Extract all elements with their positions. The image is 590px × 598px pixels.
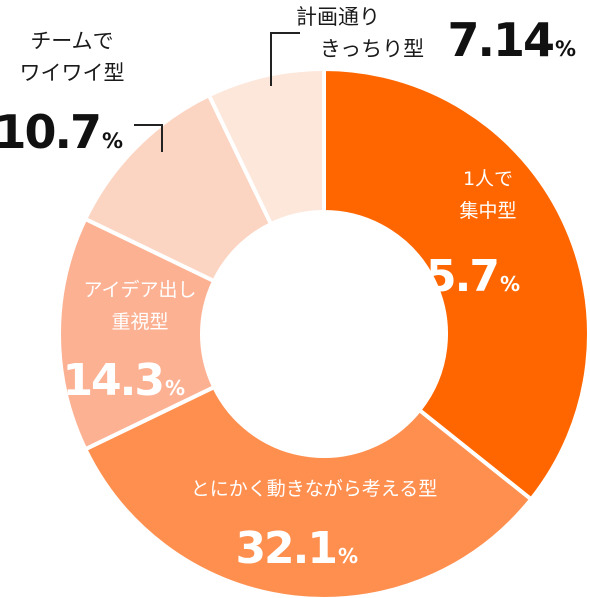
slice-percent-sign: % [555, 37, 576, 61]
slice-percent-sign: % [338, 544, 358, 568]
slice-name-line-2: ワイワイ型 [20, 61, 125, 85]
slice-name-line-1: 計画通り [296, 5, 380, 29]
slice-value-label: 32.1 [235, 523, 336, 574]
slice-value-label: 35.7 [397, 251, 498, 302]
slice-name-line-1: アイデア出し [83, 279, 196, 301]
donut-slice [322, 67, 590, 502]
donut-slice [83, 385, 534, 598]
slice-value-label: 10.7 [0, 105, 100, 159]
donut-slice [206, 67, 326, 227]
slice-name-line-2: 集中型 [459, 200, 516, 222]
slice-percent-sign: % [500, 272, 520, 296]
slice-name-line-2: きっちり型 [320, 37, 424, 61]
slice-value-label: 14.3 [62, 355, 163, 406]
slice-name-line-2: 重視型 [111, 311, 168, 333]
slice-name-line-1: 1人で [463, 168, 513, 190]
donut-slice [57, 216, 217, 452]
slice-value-label: 7.14 [448, 13, 554, 67]
slice-name-line-1: とにかく動きながら考える型 [191, 478, 437, 500]
leader-line [270, 32, 300, 86]
leader-line [134, 124, 163, 152]
slice-percent-sign: % [165, 376, 185, 400]
donut-slice [83, 93, 274, 284]
slice-percent-sign: % [102, 129, 123, 153]
slice-name-line-1: チームで [30, 29, 113, 53]
